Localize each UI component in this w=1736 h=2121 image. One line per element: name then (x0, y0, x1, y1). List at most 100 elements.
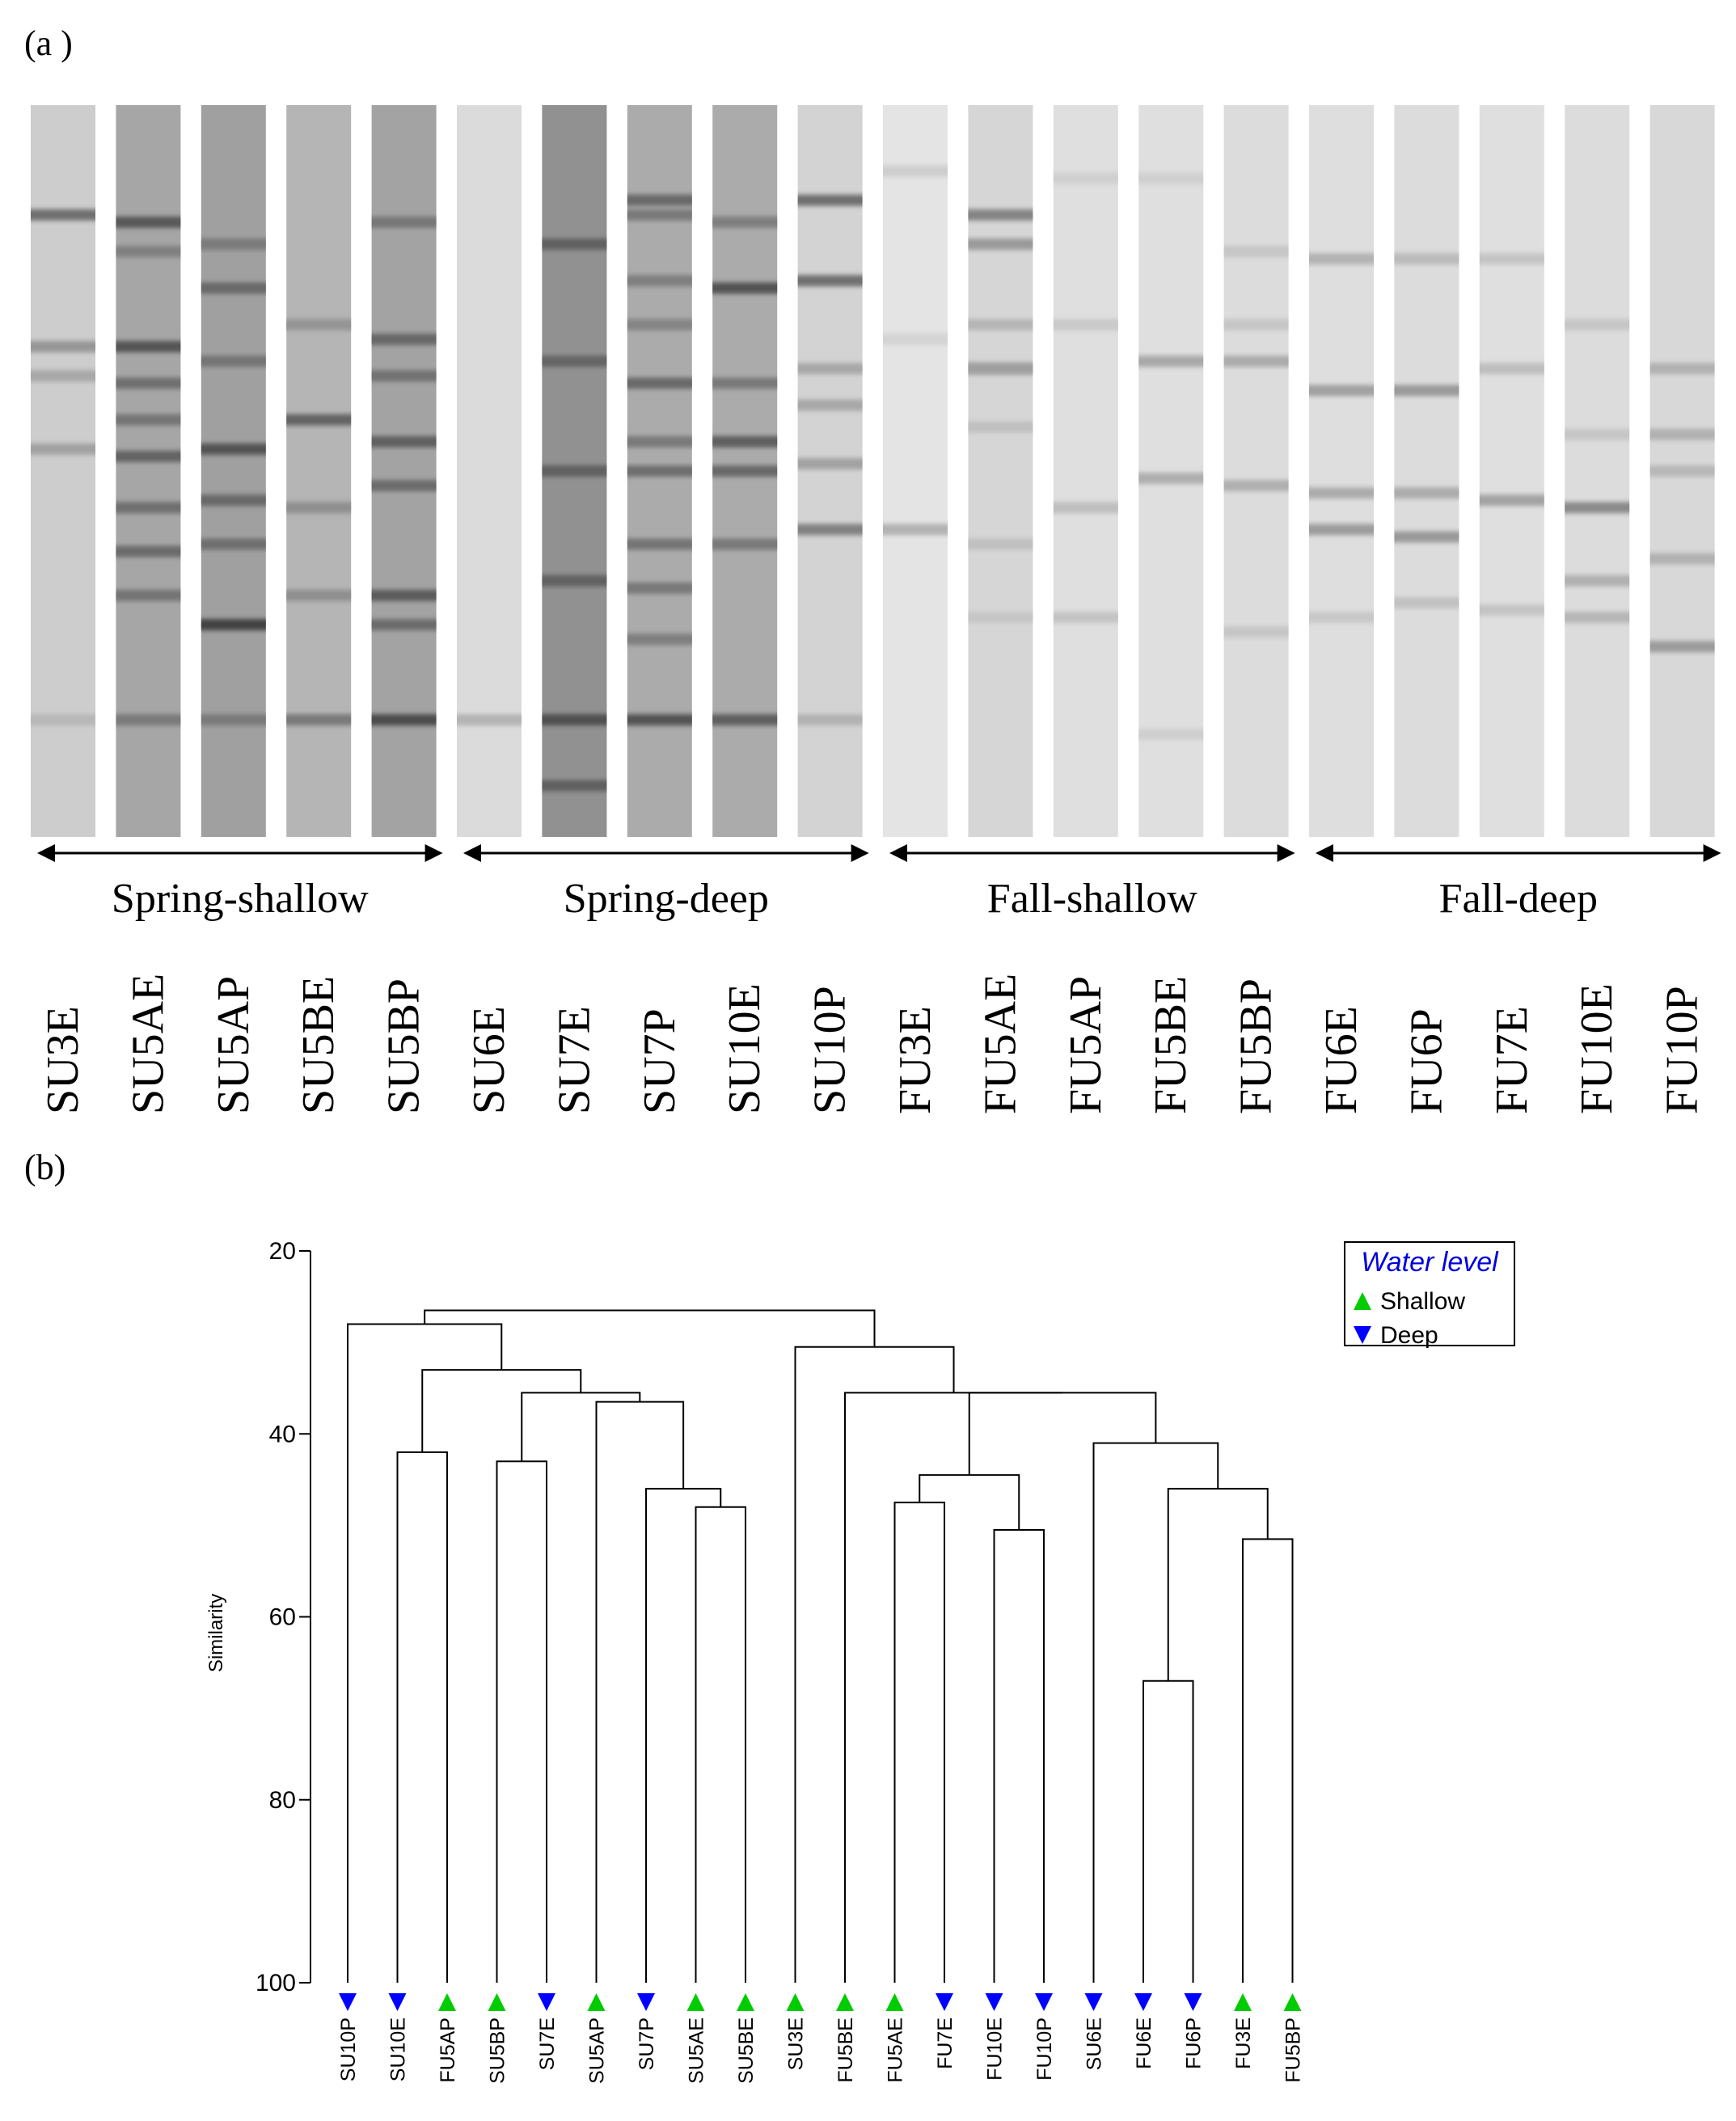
lane-label-fu5be: FU5BE (1146, 976, 1196, 1114)
leaf-marker-deep (538, 1993, 555, 2011)
gel-band (1138, 472, 1204, 484)
leaf-label-su7p: SU7P (636, 2017, 658, 2070)
leaf-marker-shallow (836, 1993, 854, 2011)
gel-band (371, 370, 437, 382)
gel-band (1309, 384, 1374, 396)
gel-band (31, 209, 95, 221)
group-label: Fall-deep (1439, 876, 1598, 922)
gel-band (1649, 465, 1715, 477)
gel-lane-fu6p (1394, 105, 1459, 837)
lane-label-fu10e: FU10E (1572, 983, 1622, 1114)
gel-band (116, 340, 181, 353)
gel-lane-su7p (627, 105, 692, 837)
gel-band (371, 589, 437, 602)
gel-lane-fu5ae (968, 105, 1033, 837)
lane-label-fu10p: FU10P (1658, 986, 1708, 1114)
gel-band (968, 362, 1033, 374)
leaf-marker-shallow (1234, 1993, 1252, 2011)
gel-band (457, 714, 522, 726)
leaf-label-su10e: SU10E (387, 2017, 410, 2081)
leaf-label-fu5ae: FU5AE (885, 2017, 907, 2083)
leaf-marker-deep (388, 1993, 407, 2011)
group-arrow-spring-deep: Spring-deep (463, 844, 869, 922)
gel-band (712, 539, 778, 550)
lane-label-su5ae: SU5AE (123, 974, 173, 1114)
gel-band (627, 465, 692, 477)
gel-band (627, 539, 692, 550)
leaf-marker-deep (637, 1993, 655, 2011)
leaf-label-su3e: SU3E (785, 2017, 808, 2070)
group-arrows: Spring-shallow Spring-deep Fall-shallow Fal… (37, 844, 1721, 922)
lane-label-fu5ae: FU5AE (975, 974, 1025, 1114)
dendrogram-link (844, 1392, 1063, 1983)
lane-label-su5ap: SU5AP (209, 976, 259, 1114)
leaf-label-su5ap: SU5AP (586, 2017, 609, 2084)
dendrogram-link (893, 1502, 945, 1983)
leaf-marker-deep (1184, 1993, 1202, 2011)
leaf-label-fu10p: FU10P (1033, 2017, 1056, 2081)
lane-label-su10p: SU10P (805, 986, 855, 1114)
lane-label-fu6e: FU6E (1316, 1006, 1366, 1114)
gel-band (712, 216, 778, 228)
gel-lane-fu3e (883, 105, 948, 837)
group-label: Spring-deep (564, 876, 769, 922)
dendrogram-link (695, 1506, 746, 1983)
gel-band (542, 575, 607, 587)
leaf-marker-deep (1134, 1993, 1152, 2011)
gel-band (627, 436, 692, 448)
legend-entry-deep: Deep (1380, 1322, 1438, 1349)
gel-band (371, 619, 437, 631)
gel-band (627, 377, 692, 389)
gel-band (797, 523, 863, 535)
gel-band (712, 714, 778, 726)
gel-band (371, 333, 437, 345)
legend-entry-shallow: Shallow (1380, 1288, 1465, 1315)
gel-band (1394, 253, 1459, 265)
gel-band (797, 275, 863, 287)
gel-band (1223, 355, 1289, 367)
gel-lane-fu10e (1565, 105, 1630, 837)
gel-band (627, 633, 692, 645)
leaf-marker-shallow (1283, 1993, 1302, 2011)
gel-lane-su6e (457, 105, 522, 837)
gel-band (116, 546, 181, 558)
gel-band (1649, 362, 1715, 374)
lane-label-su3e: SU3E (38, 1006, 88, 1114)
gel-band (371, 216, 437, 228)
dendrogram-leaves: SU10P SU10E FU5AP SU5BP SU7E SU5AP SU7P SU5AE SU… (337, 1993, 1305, 2084)
gel-band (627, 714, 692, 726)
leaf-marker-shallow (488, 1993, 506, 2011)
gel-band (1394, 384, 1459, 396)
gel-band (286, 589, 352, 602)
group-label: Spring-shallow (112, 876, 369, 922)
y-tick-label: 80 (269, 1787, 296, 1814)
gel-band (201, 714, 266, 726)
gel-lane-su5ap (201, 105, 266, 837)
lane-label-fu5ap: FU5AP (1061, 976, 1111, 1114)
legend-marker-shallow (1354, 1292, 1371, 1310)
water-level-legend: Water level Shallow Deep (1344, 1241, 1515, 1349)
gel-band (1223, 626, 1289, 638)
leaf-label-fu5ap: FU5AP (437, 2017, 459, 2083)
lane-label-fu3e: FU3E (890, 1006, 940, 1114)
lane-label-su7e: SU7E (549, 1006, 599, 1114)
gel-band (116, 414, 181, 426)
panel-a-label: (a ) (24, 23, 73, 63)
dendrogram-tree (347, 1309, 1294, 1983)
gel-band (1394, 487, 1459, 499)
legend-marker-deep (1354, 1326, 1371, 1344)
y-tick-label: 60 (269, 1604, 296, 1631)
gel-band (116, 246, 181, 257)
lane-label-su5bp: SU5BP (379, 978, 429, 1114)
gel-band (371, 714, 437, 726)
leaf-label-su6e: SU6E (1083, 2017, 1106, 2070)
leaf-marker-deep (1035, 1993, 1053, 2011)
leaf-label-su5ae: SU5AE (686, 2017, 708, 2084)
lane-label-fu7e: FU7E (1487, 1006, 1537, 1114)
gel-band (31, 714, 95, 726)
dendrogram-link (1143, 1679, 1194, 1983)
leaf-marker-shallow (737, 1993, 754, 2011)
gel-band (201, 355, 266, 367)
gel-band (31, 443, 95, 455)
gel-band (883, 165, 948, 177)
